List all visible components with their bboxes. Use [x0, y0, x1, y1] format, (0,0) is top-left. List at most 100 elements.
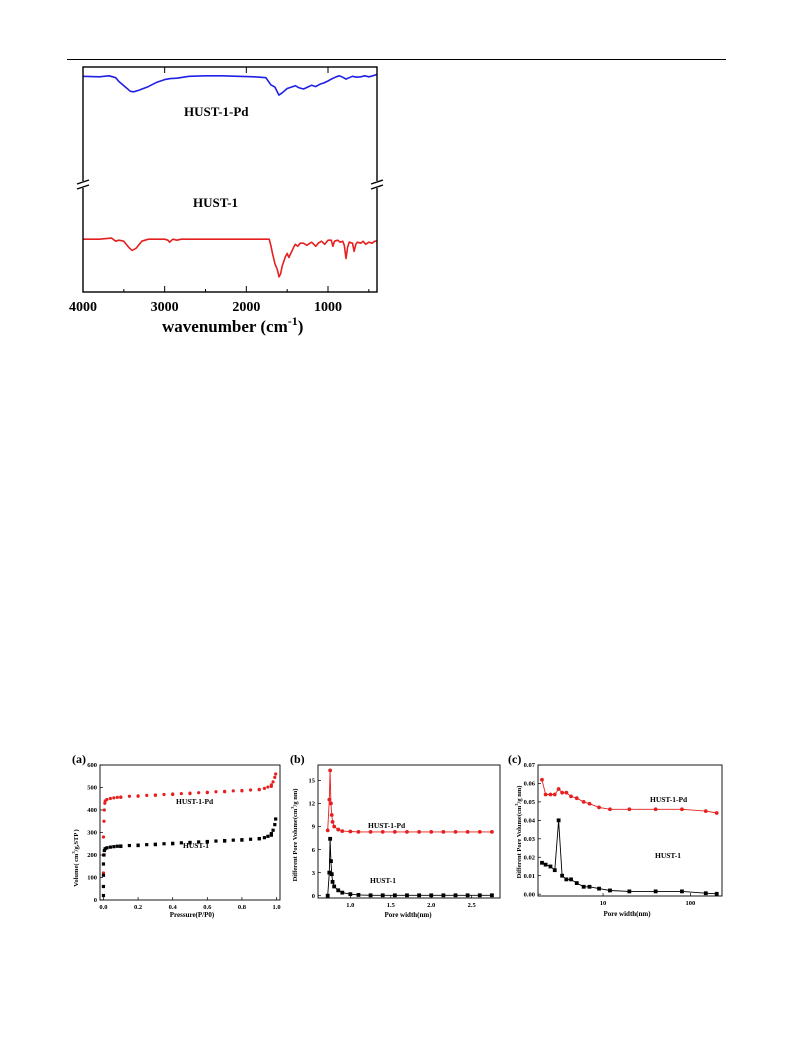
micropore-data-point: [441, 829, 446, 834]
mesopore-data-point: [653, 889, 658, 894]
mesopore-y-tick-label: 0.03: [524, 836, 536, 843]
micropore-data-point: [429, 829, 434, 834]
mesopore-series-hust-1: [540, 818, 719, 896]
isotherm-y-axis-title-close: /g,STP ): [73, 829, 80, 852]
mesopore-data-point: [548, 792, 553, 797]
isotherm-data-point: [105, 846, 109, 850]
mesopore-y-tick-label: 0.00: [524, 891, 535, 898]
mesopore-y-tick-label: 0.04: [524, 818, 536, 825]
micropore-data-point: [380, 893, 385, 898]
isotherm-x-tick-label: 1.0: [272, 904, 280, 911]
micropore-x-tick-label: 2.5: [468, 902, 477, 909]
isotherm-data-point: [271, 828, 275, 832]
mesopore-data-point: [556, 818, 561, 823]
micropore-data-point: [336, 827, 341, 832]
isotherm-data-point: [101, 862, 106, 866]
micropore-y-tick-label: 0: [312, 893, 315, 900]
ftir-label-hust-1-pd: HUST-1-Pd: [184, 104, 249, 119]
mesopore-data-point: [714, 811, 719, 815]
isotherm-y-ticks: 0 100 200 300 400 500 600: [87, 762, 103, 904]
isotherm-data-point: [274, 772, 278, 776]
micropore-y-tick-label: 12: [309, 801, 316, 808]
micropore-data-point: [453, 829, 458, 834]
mesopore-data-point: [556, 787, 561, 791]
mesopore-data-point: [597, 805, 601, 810]
isotherm-data-point: [102, 808, 106, 812]
panel-a-label: (a): [72, 752, 86, 766]
isotherm-data-point: [223, 839, 227, 843]
isotherm-data-point: [257, 788, 261, 792]
mesopore-plot-area: [540, 777, 719, 896]
micropore-data-point: [490, 829, 494, 834]
micropore-data-point: [332, 824, 337, 829]
mesopore-data-point: [543, 792, 548, 797]
isotherm-data-point: [262, 786, 267, 790]
micropore-plot-area: [325, 768, 494, 898]
micropore-data-point: [392, 829, 397, 834]
ftir-axis-break-stroke: [76, 184, 90, 190]
mesopore-y-tick-label: 0.06: [524, 781, 536, 788]
isotherm-data-point: [127, 794, 132, 798]
micropore-data-point: [417, 829, 422, 834]
mesopore-data-point: [680, 889, 684, 894]
isotherm-x-tick-label: 0.2: [134, 904, 142, 911]
micropore-data-point: [368, 893, 373, 898]
mesopore-chart: (c) 10 100 0.000.010.020.030.040.050.060.…: [508, 752, 723, 918]
mesopore-series-hust-1-pd: [540, 777, 719, 815]
isotherm-y-tick-label: 200: [87, 852, 97, 859]
micropore-x-tick-label: 1.0: [346, 902, 354, 909]
mesopore-data-point: [552, 792, 557, 797]
isotherm-data-point: [269, 833, 273, 837]
mesopore-data-point: [627, 807, 632, 812]
ftir-chart: 4000 3000 2000 1000 HUST-1-Pd HUST-1 wavenu…: [69, 66, 384, 336]
mesopore-data-point: [581, 800, 586, 804]
ftir-axis-break-stroke: [370, 184, 384, 190]
isotherm-data-point: [205, 840, 209, 844]
isotherm-data-point: [240, 789, 244, 793]
ftir-x-tick-label: 3000: [151, 300, 179, 315]
micropore-data-point: [490, 893, 494, 898]
isotherm-data-point: [171, 842, 175, 846]
micropore-series-hust-1: [325, 836, 494, 898]
ftir-axis-break-left: [76, 179, 90, 190]
isotherm-data-point: [101, 873, 106, 877]
isotherm-y-tick-label: 0: [94, 897, 97, 904]
micropore-data-point: [368, 829, 373, 834]
mesopore-data-point: [548, 864, 553, 869]
isotherm-data-point: [231, 789, 235, 793]
isotherm-data-point: [266, 785, 270, 789]
mesopore-data-point: [540, 777, 544, 782]
micropore-data-point: [348, 892, 353, 897]
isotherm-data-point: [102, 853, 106, 857]
isotherm-data-point: [273, 823, 277, 827]
isotherm-x-ticks: 0.0 0.2 0.4 0.6 0.8 1.0: [99, 897, 281, 911]
mesopore-frame-rect: [537, 764, 723, 897]
isotherm-y-tick-label: 500: [87, 785, 97, 792]
isotherm-data-point: [112, 796, 116, 800]
isotherm-label-hust-1-pd: HUST-1-Pd: [176, 797, 214, 806]
micropore-data-point: [329, 872, 334, 877]
isotherm-data-point: [119, 844, 123, 849]
isotherm-data-point: [103, 847, 107, 851]
micropore-label-hust-1-pd: HUST-1-Pd: [368, 821, 406, 830]
mesopore-data-point: [608, 807, 612, 812]
mesopore-data-point: [680, 807, 684, 812]
micropore-data-point: [329, 813, 334, 817]
isotherm-data-point: [136, 843, 140, 848]
ftir-series-hust-1: [83, 237, 377, 278]
isotherm-data-point: [205, 791, 209, 795]
ftir-x-axis-title-sup: -1: [288, 314, 298, 328]
panel-c-label: (c): [508, 752, 521, 766]
isotherm-data-point: [127, 843, 132, 848]
mesopore-data-point: [587, 801, 592, 806]
isotherm-data-point: [179, 791, 183, 796]
isotherm-data-point: [102, 819, 106, 823]
isotherm-data-point: [101, 884, 106, 889]
isotherm-data-point: [188, 791, 192, 796]
micropore-data-point: [417, 893, 422, 898]
micropore-data-point: [327, 870, 332, 875]
micropore-data-point: [465, 893, 470, 898]
isotherm-data-point: [269, 784, 273, 788]
isotherm-x-tick-label: 0.4: [169, 904, 178, 911]
mesopore-y-axis-title: Different Pore Volume(cm3/g nm): [514, 786, 523, 879]
